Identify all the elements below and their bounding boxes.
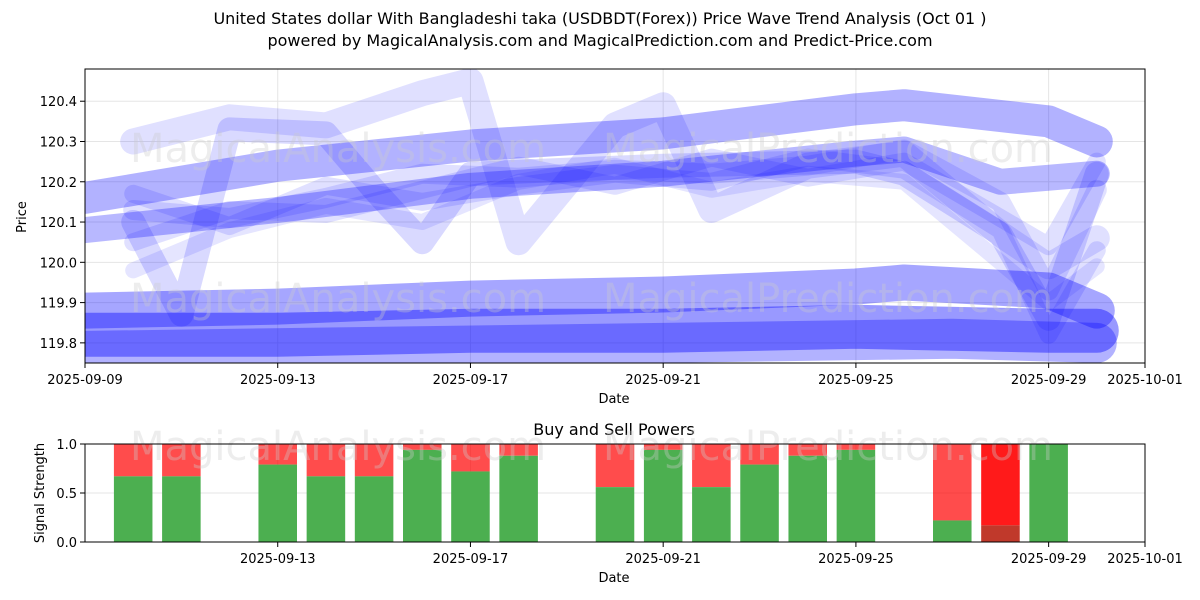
- chart-subtitle: powered by MagicalAnalysis.com and Magic…: [267, 31, 933, 50]
- price-y-ticks: 119.8 119.9 120.0 120.1 120.2 120.3 120.4: [40, 95, 85, 352]
- sell-power-bar: [451, 444, 490, 472]
- buy-power-bar: [162, 476, 201, 542]
- sell-power-bar: [113, 444, 153, 477]
- price-wave-lower-band: [85, 264, 1115, 329]
- sell-power-bar: [788, 444, 827, 456]
- buy-power-bar: [258, 464, 297, 542]
- price-x-tick-label: 2025-09-29: [1011, 373, 1087, 388]
- price-y-tick-label: 119.9: [40, 297, 77, 312]
- price-y-tick-label: 120.0: [40, 256, 77, 271]
- price-x-tick-label: 2025-09-21: [625, 373, 701, 388]
- sell-power-bar: [403, 444, 442, 450]
- price-x-tick-label: 2025-09-25: [818, 373, 894, 388]
- price-wave-wave-3: [124, 148, 1106, 344]
- sell-power-bar: [643, 444, 683, 450]
- watermark-left-2: MagicalAnalysis.com: [130, 276, 546, 322]
- power-x-tick-label: 2025-09-25: [818, 552, 894, 567]
- sell-power-bar: [933, 444, 972, 521]
- sell-power-bar: [499, 444, 538, 456]
- price-plot-frame: [84, 68, 1146, 364]
- watermark-right: MagicalPrediction.com: [603, 126, 1053, 172]
- buy-power-bar: [354, 476, 394, 542]
- price-wave-zigzag-wave: [120, 69, 1110, 280]
- price-wave-wave-4: [125, 157, 1105, 311]
- power-bars: [113, 444, 1068, 542]
- sell-power-bar: [981, 444, 1020, 526]
- price-y-axis-label: Price: [15, 201, 30, 233]
- price-wave-spike-wave: [121, 117, 1109, 331]
- buy-power-bar: [113, 476, 153, 542]
- watermark-bottom-left: MagicalAnalysis.com: [130, 424, 546, 470]
- price-plot-background: [85, 69, 1145, 363]
- price-x-tick-label: 2025-09-09: [47, 373, 123, 388]
- buy-power-bar: [692, 487, 731, 542]
- chart-title: United States dollar With Bangladeshi ta…: [213, 9, 987, 28]
- sell-power-bar: [595, 444, 635, 488]
- price-wave-mid-band: [85, 136, 1110, 244]
- price-y-tick-label: 120.2: [40, 176, 77, 191]
- price-wave-base-band-2: [85, 318, 1117, 363]
- power-plot: Buy and Sell Powers MagicalAnalysis.com …: [33, 420, 1183, 586]
- power-x-tick-label: 2025-09-21: [625, 552, 701, 567]
- buy-power-bar: [740, 464, 779, 542]
- buy-power-bar: [933, 520, 972, 542]
- price-wave-base-band: [85, 304, 1119, 357]
- price-plot: MagicalAnalysis.com MagicalPrediction.co…: [15, 68, 1183, 407]
- power-x-tick-label: 2025-09-29: [1011, 552, 1087, 567]
- sell-power-bar: [692, 444, 731, 488]
- price-y-tick-label: 120.4: [40, 95, 77, 110]
- power-y-tick-label: 0.5: [56, 487, 77, 502]
- price-x-axis-label: Date: [598, 392, 629, 407]
- buy-power-bar: [1029, 444, 1068, 542]
- price-y-tick-label: 120.3: [40, 135, 77, 150]
- sell-power-bar: [162, 444, 201, 477]
- buy-power-bar: [451, 471, 490, 542]
- price-x-tick-label: 2025-09-17: [433, 373, 509, 388]
- power-x-tick-label: 2025-09-13: [240, 552, 316, 567]
- price-wave-wave-2: [124, 148, 1106, 256]
- power-x-ticks: 2025-09-13 2025-09-17 2025-09-21 2025-09-25…: [240, 542, 1183, 567]
- buy-power-bar: [981, 525, 1020, 542]
- price-y-tick-label: 119.8: [40, 337, 77, 352]
- price-x-tick-label: 2025-09-13: [240, 373, 316, 388]
- power-y-tick-label: 0.0: [56, 536, 77, 551]
- power-y-axis-label: Signal Strength: [33, 443, 48, 543]
- sell-power-bar: [258, 444, 297, 465]
- buy-power-bar: [403, 449, 442, 542]
- price-waves: [85, 69, 1119, 363]
- watermark-right-2: MagicalPrediction.com: [603, 276, 1053, 322]
- power-x-tick-label: 2025-10-01: [1107, 552, 1183, 567]
- sell-power-bar: [306, 444, 346, 477]
- price-y-tick-label: 120.1: [40, 216, 77, 231]
- watermark-left: MagicalAnalysis.com: [130, 126, 546, 172]
- buy-power-bar: [643, 449, 683, 542]
- buy-power-bar: [788, 455, 827, 542]
- power-y-tick-label: 1.0: [56, 438, 77, 453]
- price-x-ticks: 2025-09-09 2025-09-13 2025-09-17 2025-09-21…: [47, 363, 1183, 388]
- price-x-tick-label: 2025-10-01: [1107, 373, 1183, 388]
- sell-power-bar: [836, 444, 876, 450]
- watermark-bottom-right: MagicalPrediction.com: [603, 424, 1053, 470]
- power-plot-title: Buy and Sell Powers: [533, 420, 695, 439]
- sell-power-bar: [740, 444, 779, 465]
- buy-power-bar: [595, 487, 635, 542]
- power-x-axis-label: Date: [598, 571, 629, 586]
- buy-power-bar: [499, 455, 538, 542]
- power-y-ticks: 0.0 0.5 1.0: [56, 438, 85, 551]
- price-wave-upper-band: [85, 89, 1113, 214]
- buy-power-bar: [306, 476, 346, 542]
- price-wave-wave-1: [123, 139, 1107, 301]
- sell-power-bar: [354, 444, 394, 477]
- power-x-tick-label: 2025-09-17: [433, 552, 509, 567]
- buy-power-bar: [836, 449, 876, 542]
